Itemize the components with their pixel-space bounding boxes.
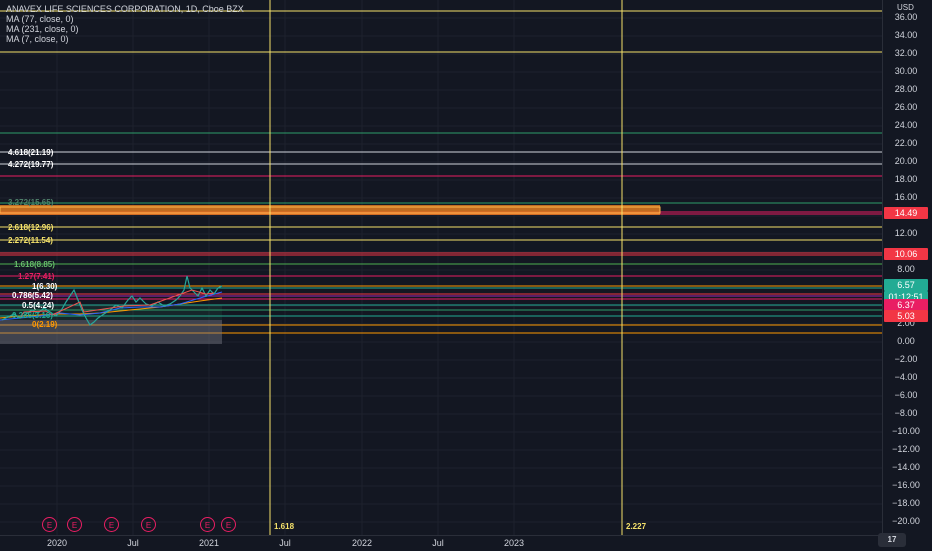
chart-title: ANAVEX LIFE SCIENCES CORPORATION, 1D, Cb… xyxy=(6,4,244,14)
y-label: −18.00 xyxy=(892,498,920,508)
y-label: 20.00 xyxy=(894,156,918,166)
y-label: 8.00 xyxy=(897,264,915,274)
price-axis[interactable] xyxy=(882,0,932,535)
fib-label: 3.272(15.65) xyxy=(8,198,54,207)
earnings-marker[interactable]: E xyxy=(141,517,156,532)
tradingview-logo-icon[interactable]: 17 xyxy=(878,533,906,547)
y-label: 34.00 xyxy=(894,30,918,40)
y-label: 18.00 xyxy=(894,174,918,184)
fib-label: 1.27(7.41) xyxy=(18,272,55,281)
currency-label[interactable]: USD xyxy=(897,3,914,12)
earnings-marker[interactable]: E xyxy=(200,517,215,532)
y-label: −6.00 xyxy=(894,390,918,400)
x-label: Jul xyxy=(432,538,444,548)
fib-label: 0(2.19) xyxy=(32,320,58,329)
fib-label: 0.5(4.24) xyxy=(22,301,55,310)
x-label: 2022 xyxy=(351,538,373,548)
fib-label: 4.618(21.19) xyxy=(8,148,54,157)
fib-label: 1(6.30) xyxy=(32,282,58,291)
fib-label: 2.618(12.96) xyxy=(8,223,54,232)
indicator-ma-7[interactable]: MA (7, close, 0) xyxy=(6,34,69,44)
y-label: −14.00 xyxy=(892,462,920,472)
price-tag: 14.49 xyxy=(884,207,928,219)
grid-lines xyxy=(0,0,882,535)
fib-time-label: 1.618 xyxy=(274,522,295,531)
earnings-marker[interactable]: E xyxy=(104,517,119,532)
y-label: −8.00 xyxy=(894,408,918,418)
y-label: −4.00 xyxy=(894,372,918,382)
y-label: 22.00 xyxy=(894,138,918,148)
x-label: Jul xyxy=(279,538,291,548)
earnings-marker[interactable]: E xyxy=(221,517,236,532)
supply-zone xyxy=(0,205,660,215)
y-label: −20.00 xyxy=(892,516,920,526)
range-box xyxy=(0,320,222,344)
y-label: 26.00 xyxy=(894,102,918,112)
y-label: −2.00 xyxy=(894,354,918,364)
y-label: −10.00 xyxy=(892,426,920,436)
price-tag: 6.57 xyxy=(884,279,928,291)
time-axis[interactable] xyxy=(0,535,882,551)
fib-label: 4.272(19.77) xyxy=(8,160,54,169)
fib-label: 1.618(8.85) xyxy=(14,260,55,269)
y-label: 36.00 xyxy=(894,12,918,22)
y-label: −16.00 xyxy=(892,480,920,490)
fib-time-label: 2.227 xyxy=(626,522,647,531)
price-tag: 10.06 xyxy=(884,248,928,260)
y-label: 32.00 xyxy=(894,48,918,58)
indicator-ma-77[interactable]: MA (77, close, 0) xyxy=(6,14,74,24)
price-tag: 6.37 xyxy=(884,299,928,311)
fib-label: 2.272(11.54) xyxy=(8,236,53,245)
y-label: 28.00 xyxy=(894,84,918,94)
x-label: Jul xyxy=(127,538,139,548)
price-tag: 5.03 xyxy=(884,310,928,322)
y-label: 2.00 xyxy=(897,318,915,328)
x-label: 2020 xyxy=(46,538,68,548)
x-label: 2023 xyxy=(503,538,525,548)
y-label: 30.00 xyxy=(894,66,918,76)
y-label: −12.00 xyxy=(892,444,920,454)
y-label: 24.00 xyxy=(894,120,918,130)
fib-label: 0.236(3.16) xyxy=(12,311,53,320)
earnings-marker[interactable]: E xyxy=(42,517,57,532)
fib-label: 0.786(5.42) xyxy=(12,291,53,300)
y-label: 12.00 xyxy=(894,228,918,238)
y-label: 16.00 xyxy=(894,192,918,202)
earnings-marker[interactable]: E xyxy=(67,517,82,532)
horizontal-levels xyxy=(0,10,882,334)
y-label: 0.00 xyxy=(897,336,915,346)
x-label: 2021 xyxy=(198,538,220,548)
indicator-ma-231[interactable]: MA (231, close, 0) xyxy=(6,24,79,34)
